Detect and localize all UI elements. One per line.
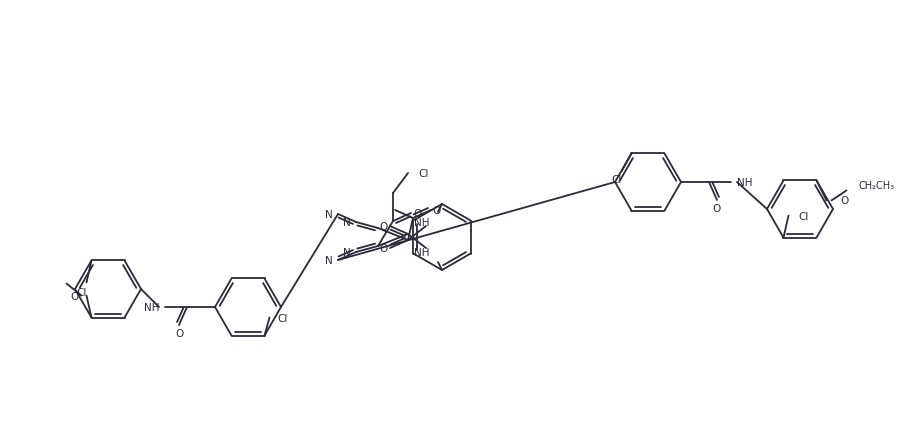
Text: Cl: Cl <box>611 175 622 185</box>
Text: O: O <box>380 243 388 253</box>
Text: NH: NH <box>143 302 159 312</box>
Text: Cl: Cl <box>799 211 809 221</box>
Text: O: O <box>413 209 421 218</box>
Text: O: O <box>433 206 441 215</box>
Text: N: N <box>325 255 333 265</box>
Text: NH: NH <box>737 178 752 187</box>
Text: NH: NH <box>415 247 430 258</box>
Text: O: O <box>840 196 848 206</box>
Text: N: N <box>344 218 351 227</box>
Text: N: N <box>344 247 351 258</box>
Text: NH: NH <box>415 218 430 227</box>
Text: O: O <box>70 291 79 301</box>
Text: Cl: Cl <box>418 169 429 178</box>
Text: Cl: Cl <box>76 288 87 298</box>
Text: N: N <box>325 209 333 219</box>
Text: CH₂CH₃: CH₂CH₃ <box>858 181 895 191</box>
Text: O: O <box>175 328 183 338</box>
Text: O: O <box>713 203 721 214</box>
Text: O: O <box>380 221 388 231</box>
Text: Cl: Cl <box>278 313 288 323</box>
